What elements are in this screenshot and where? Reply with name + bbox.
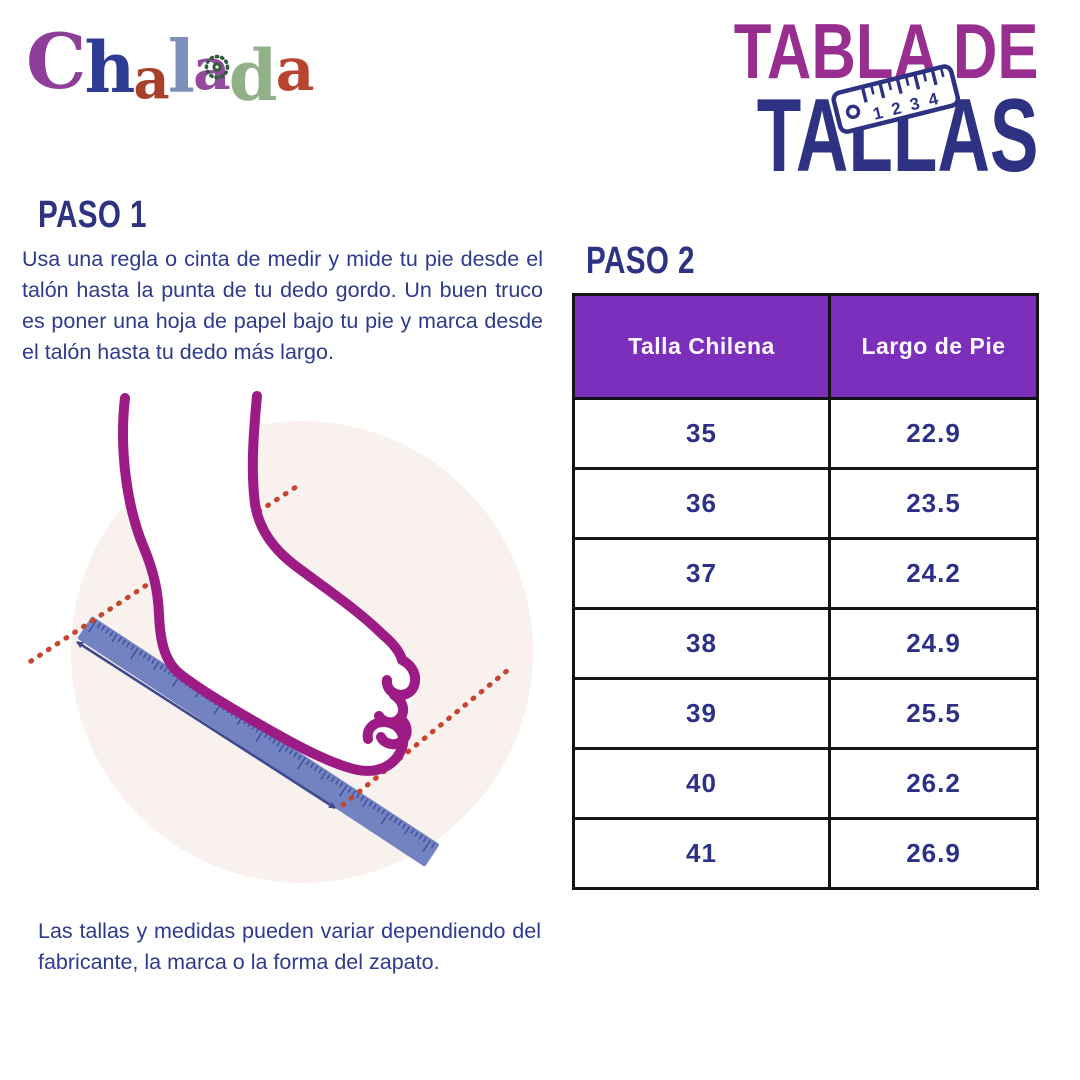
logo-letter: C <box>26 17 86 106</box>
table-row: 36 23.5 <box>572 467 1039 540</box>
disclaimer-note: Las tallas y medidas pueden variar depen… <box>38 919 541 974</box>
ruler-digit-2: 2 <box>889 98 903 119</box>
table-row: 38 24.9 <box>572 607 1039 680</box>
size-table-body: 35 22.9 36 23.5 37 24.2 38 24.9 39 25.5 40 26.2 41 26… <box>572 397 1039 890</box>
logo-letter: h <box>84 26 136 109</box>
toe-guide-dotted-line <box>340 667 511 808</box>
table-row: 41 26.9 <box>572 817 1039 890</box>
logo-letter: a <box>193 35 231 103</box>
title-line-1: TABLA DE <box>733 7 1038 95</box>
foot-measurement-illustration <box>28 391 533 883</box>
table-header-row: Talla Chilena Largo de Pie <box>572 293 1039 400</box>
foot-outline-right <box>247 391 421 700</box>
ruler-icon: 1 2 3 4 <box>831 64 961 134</box>
table-cell: 25.5 <box>828 677 1039 750</box>
logo-letter: l <box>167 24 195 109</box>
table-cell: 26.9 <box>828 817 1039 890</box>
table-cell: 35 <box>572 397 831 470</box>
table-cell: 26.2 <box>828 747 1039 820</box>
table-cell: 40 <box>572 747 831 820</box>
foot-outline-left <box>118 393 409 776</box>
table-cell: 22.9 <box>828 397 1039 470</box>
step1-instructions: Usa una regla o cinta de medir y mide tu… <box>22 247 543 364</box>
ruler-digit-1: 1 <box>871 103 885 124</box>
table-cell: 39 <box>572 677 831 750</box>
table-cell: 23.5 <box>828 467 1039 540</box>
table-row: 37 24.2 <box>572 537 1039 610</box>
table-row: 39 25.5 <box>572 677 1039 750</box>
table-cell: 38 <box>572 607 831 680</box>
logo-letter: a <box>133 46 169 112</box>
toe-curl-3 <box>376 713 412 750</box>
table-row: 40 26.2 <box>572 747 1039 820</box>
table-cell: 36 <box>572 467 831 540</box>
step2-heading: PASO 2 <box>586 240 695 282</box>
logo-letter: d <box>228 34 278 117</box>
measurement-arrow <box>76 640 336 810</box>
table-cell: 41 <box>572 817 831 890</box>
flower-icon <box>204 54 230 80</box>
foot-fill <box>123 396 416 771</box>
size-table: Talla Chilena Largo de Pie 35 22.9 36 23.5 3… <box>572 293 1039 890</box>
table-cell: 24.9 <box>828 607 1039 680</box>
table-cell: 37 <box>572 537 831 610</box>
ruler-digit-3: 3 <box>908 94 922 115</box>
table-row: 35 22.9 <box>572 397 1039 470</box>
logo-letter: a <box>275 35 315 105</box>
col-header-talla-chilena: Talla Chilena <box>572 293 831 400</box>
brand-logo: Chalada <box>26 17 314 124</box>
table-cell: 24.2 <box>828 537 1039 610</box>
col-header-largo-de-pie: Largo de Pie <box>828 293 1039 400</box>
step1-heading: PASO 1 <box>38 194 147 236</box>
